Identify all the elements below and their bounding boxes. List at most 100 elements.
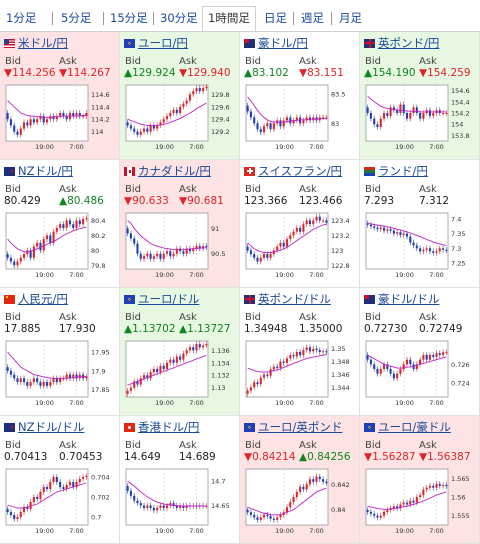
candle-body — [382, 227, 386, 231]
y-tick-label: 1.35 — [331, 345, 345, 353]
tab-15min[interactable]: 15分足 — [110, 11, 148, 25]
candle-body — [188, 248, 192, 252]
candle-body — [165, 116, 169, 120]
candle-body — [246, 246, 249, 251]
tab-5min[interactable]: 5分足 — [61, 11, 92, 25]
currency-pair-link[interactable]: 英ポンド/円 — [378, 36, 440, 50]
candle-body — [182, 251, 185, 254]
price-chart[interactable]: 129.8 129.6 129.4 129.2 19:00 7:00 — [124, 83, 236, 156]
price-chart[interactable]: 80.4 80.2 80 79.8 19:00 7:00 — [4, 211, 116, 284]
currency-pair-link[interactable]: ユーロ/ドル — [138, 292, 200, 306]
candle-body — [172, 109, 175, 113]
price-chart[interactable]: 14.7 14.65 19:00 7:00 — [124, 467, 236, 540]
tab-weekly[interactable]: 週足 — [301, 11, 324, 25]
candle-body — [442, 113, 445, 114]
candle-body — [202, 88, 205, 92]
x-tick-label: 7:00 — [309, 143, 324, 151]
currency-panel: カナダドル/円 Bid Ask ▼90.633 ▼90.681 91 90.5 19:00 7:… — [120, 160, 240, 288]
candle-body — [19, 128, 22, 135]
currency-pair-link[interactable]: 英ポンド/ドル — [258, 292, 331, 306]
price-chart[interactable]: 0.842 0.84 19:00 7:00 — [244, 467, 356, 540]
currency-pair-link[interactable]: ユーロ/円 — [138, 36, 188, 50]
candle-body — [59, 482, 62, 487]
bid-price: 0.72730 — [364, 323, 408, 335]
candle-body — [409, 236, 412, 243]
candle-body — [129, 387, 132, 391]
bid-label: Bid — [5, 312, 21, 323]
currency-pair-link[interactable]: スイスフラン/円 — [258, 164, 343, 178]
candle-body — [139, 503, 142, 506]
currency-pair-link[interactable]: ランド/円 — [378, 164, 428, 178]
price-chart[interactable]: 0.704 0.702 0.7 19:00 7:00 — [4, 467, 116, 540]
tab-monthly[interactable]: 月足 — [339, 11, 362, 25]
candle-body — [312, 479, 315, 482]
price-chart[interactable]: 123.4 123.2 123 122.8 19:00 7:00 — [244, 211, 356, 284]
tab-bar-divider — [0, 31, 480, 32]
currency-pair-link[interactable]: 人民元/円 — [18, 292, 68, 306]
plot-area — [245, 84, 329, 142]
candle-body — [402, 233, 405, 236]
gb-flag-icon — [364, 38, 375, 48]
currency-pair-link[interactable]: NZドル/円 — [18, 164, 73, 178]
au-flag-icon — [244, 38, 255, 48]
currency-pair-link[interactable]: カナダドル/円 — [138, 164, 211, 178]
candle-body — [169, 113, 172, 117]
currency-pair-link[interactable]: ユーロ/英ポンド — [258, 420, 343, 434]
currency-pair-link[interactable]: 豪ドル/円 — [258, 36, 308, 50]
price-chart[interactable]: 0.726 0.724 19:00 7:00 — [364, 339, 476, 412]
currency-pair-link[interactable]: 香港ドル/円 — [138, 420, 200, 434]
moving-average-line — [7, 351, 87, 379]
ask-label: Ask — [59, 56, 77, 67]
currency-pair-link[interactable]: NZドル/ドル — [18, 420, 85, 434]
ask-label: Ask — [179, 440, 197, 451]
bid-price: 0.70413 — [4, 451, 48, 463]
moving-average-line — [247, 223, 327, 254]
price-chart[interactable]: 17.95 17.9 17.85 19:00 7:00 — [4, 339, 116, 412]
y-tick-label: 154.6 — [451, 87, 470, 95]
candle-body — [198, 88, 201, 92]
candle-body — [202, 246, 205, 249]
y-tick-label: 154.2 — [451, 110, 470, 118]
price-chart[interactable]: 91 90.5 19:00 7:00 — [124, 211, 236, 284]
candle-body — [438, 483, 441, 486]
tab-daily[interactable]: 日足 — [264, 11, 287, 25]
candle-body — [432, 485, 435, 488]
tab-separator — [153, 12, 154, 25]
candle-body — [259, 129, 262, 133]
x-tick-label: 19:00 — [395, 143, 414, 151]
ask-price: ▼154.259 — [419, 67, 471, 79]
price-chart[interactable]: 83.5 83 19:00 7:00 — [244, 83, 356, 156]
y-tick-label: 79.8 — [91, 262, 105, 270]
candle-body — [425, 248, 428, 250]
plot-area — [365, 212, 449, 270]
currency-pair-link[interactable]: ユーロ/豪ドル — [378, 420, 451, 434]
price-chart[interactable]: 114.6 114.4 114.2 114 19:00 7:00 — [4, 83, 116, 156]
candle-body — [185, 350, 188, 354]
candle-body — [72, 113, 75, 117]
tab-1min[interactable]: 1分足 — [6, 11, 37, 25]
candle-body — [32, 119, 35, 123]
candle-body — [279, 242, 282, 247]
candle-body — [415, 364, 418, 369]
price-chart[interactable]: 154.6 154.4 154.2 154 153.8 19:00 7:00 — [364, 83, 476, 156]
candle-body — [262, 374, 266, 378]
currency-pair-link[interactable]: 豪ドル/ドル — [378, 292, 440, 306]
candle-body — [59, 113, 62, 117]
price-chart[interactable]: 1.136 1.134 1.132 1.13 19:00 7:00 — [124, 339, 236, 412]
candle-body — [302, 120, 305, 124]
candle-body — [22, 378, 26, 383]
price-chart[interactable]: 7.4 7.35 7.3 7.25 19:00 7:00 — [364, 211, 476, 284]
price-chart[interactable]: 1.565 1.56 1.555 19:00 7:00 — [364, 467, 476, 540]
tab-1hour[interactable]: 1時間足 — [202, 6, 256, 32]
tab-30min[interactable]: 30分足 — [160, 11, 198, 25]
candle-body — [172, 359, 175, 363]
candle-body — [399, 369, 402, 374]
currency-pair-link[interactable]: 米ドル/円 — [18, 36, 68, 50]
candle-body — [9, 512, 12, 515]
candle-body — [6, 254, 9, 258]
y-tick-label: 114 — [91, 128, 103, 136]
candle-body — [382, 364, 386, 369]
x-tick-label: 19:00 — [35, 143, 54, 151]
price-chart[interactable]: 1.35 1.348 1.346 1.344 19:00 7:00 — [244, 339, 356, 412]
candle-body — [49, 482, 52, 489]
